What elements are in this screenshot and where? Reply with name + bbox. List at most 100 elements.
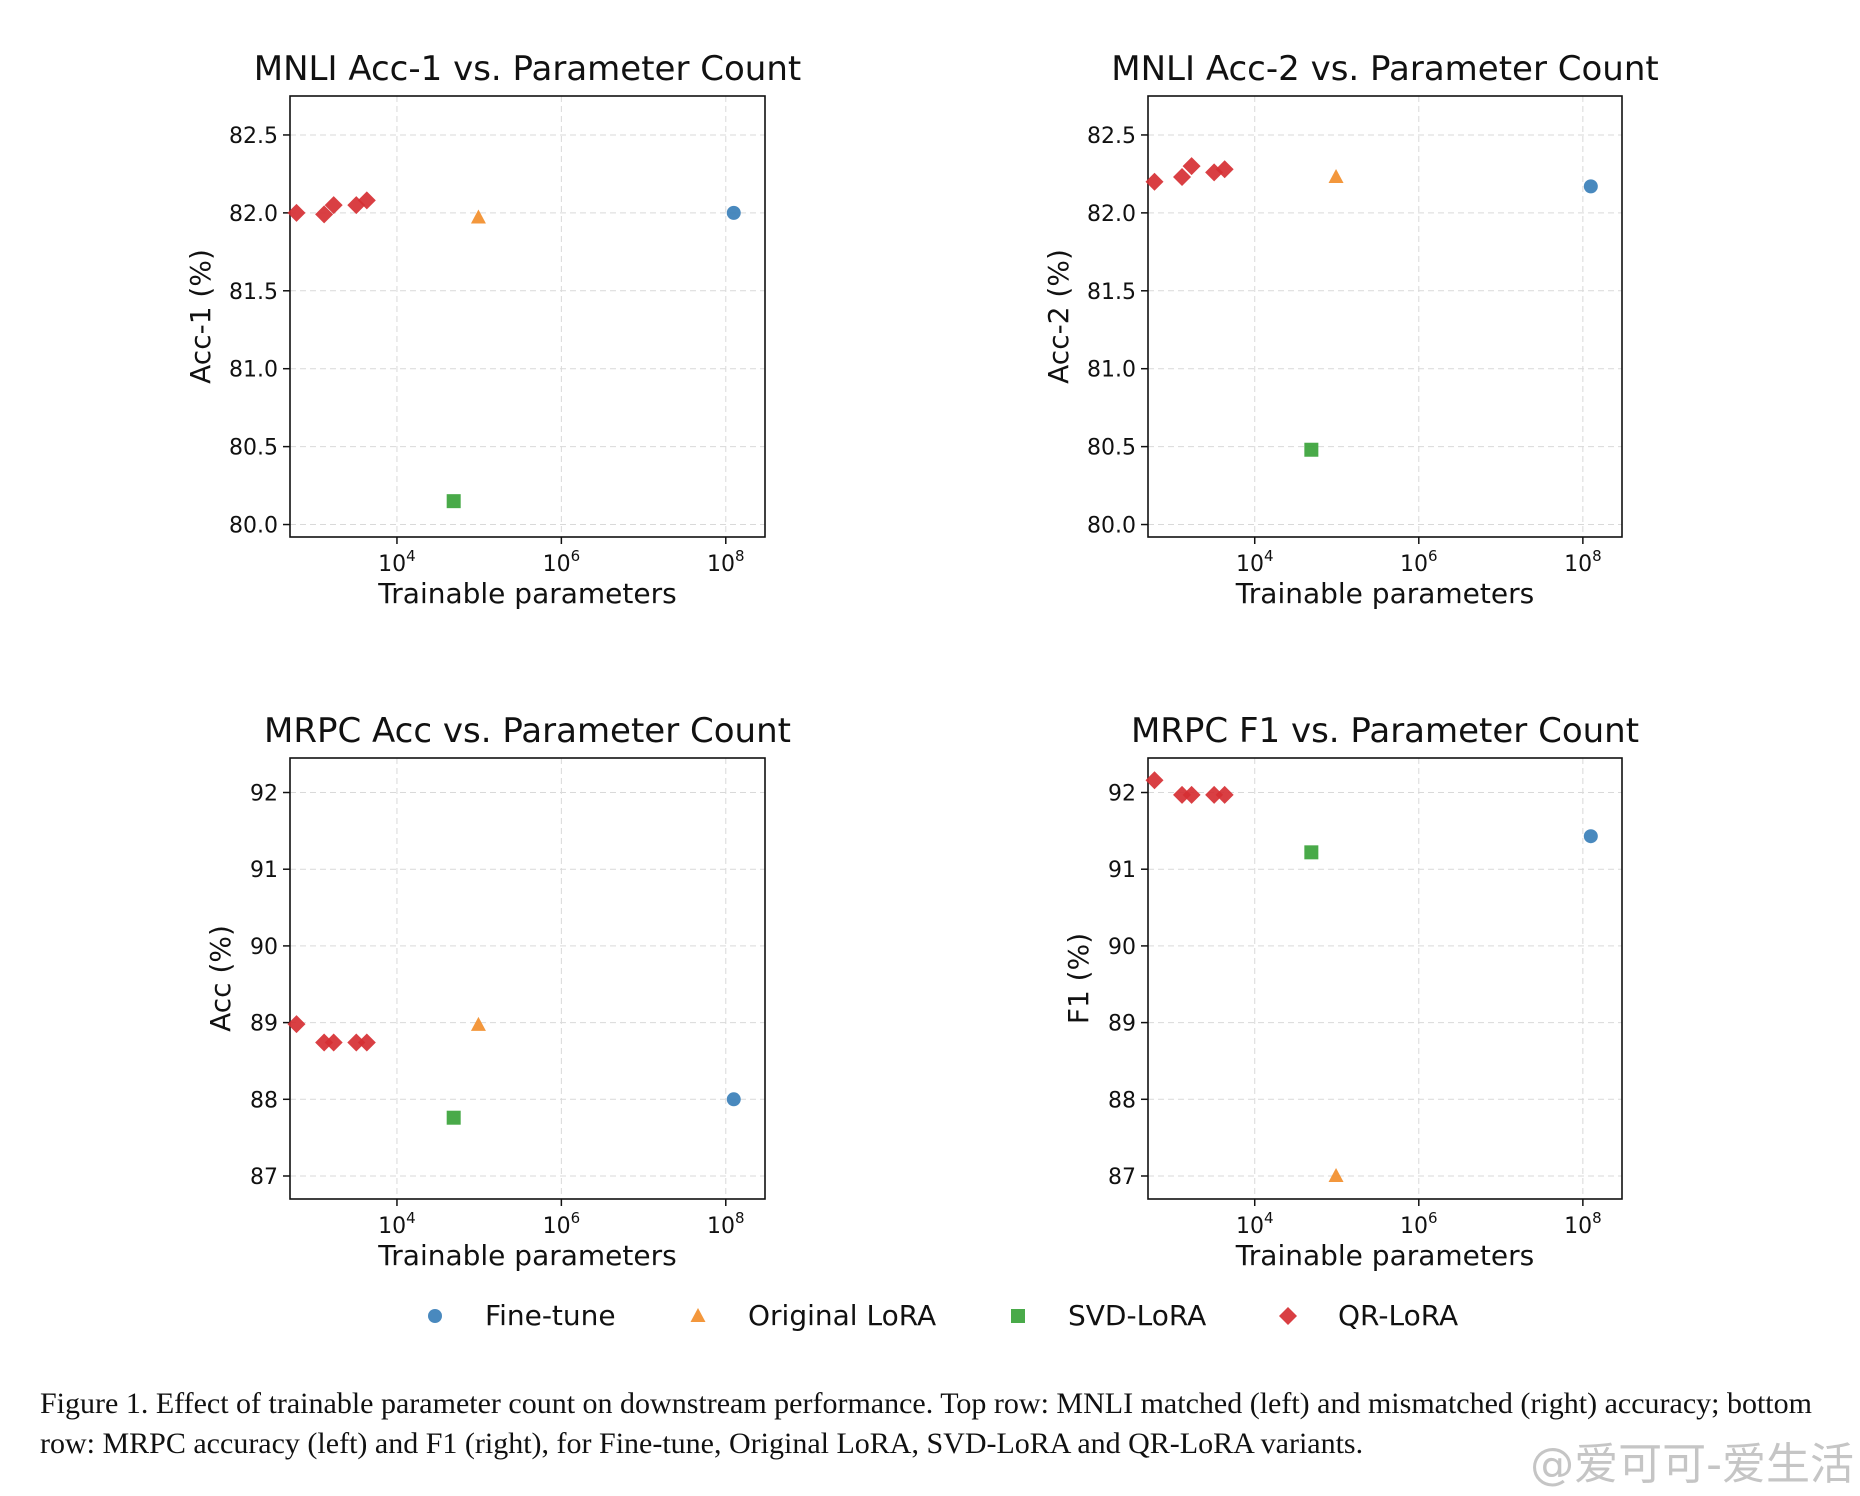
x-tick-label: 104 [378,547,416,577]
x-tick-label: 106 [1400,1209,1438,1239]
legend-label: QR-LoRA [1338,1299,1458,1332]
y-tick-label: 90 [1108,935,1136,960]
point-svd-lora [1304,845,1319,860]
plot-frame [289,95,766,538]
point-qr-lora [357,191,376,210]
y-tick-label: 88 [250,1088,278,1113]
x-tick-label: 108 [707,547,745,577]
plot-frame [289,757,766,1200]
legend-label: SVD-LoRA [1068,1299,1206,1332]
y-tick-label: 90 [250,935,278,960]
y-axis-label: Acc-2 (%) [1042,249,1075,384]
plot-frame [1147,757,1623,1200]
legend-marker-triangle [690,1308,706,1322]
point-qr-lora [324,196,343,215]
chart-title: MRPC Acc vs. Parameter Count [264,711,791,751]
x-tick-label: 104 [378,1209,416,1239]
y-axis-label: Acc-1 (%) [184,249,217,384]
point-qr-lora [315,205,334,224]
x-axis-label: Trainable parameters [1235,577,1534,610]
y-tick-label: 88 [1108,1088,1136,1113]
legend-item: Fine-tune [428,1299,616,1332]
point-qr-lora [347,1033,366,1052]
y-axis-label: F1 (%) [1062,933,1095,1024]
x-tick-label: 106 [1400,547,1438,577]
point-qr-lora [1173,168,1192,187]
x-tick-label: 108 [1564,1209,1602,1239]
y-tick-label: 82.0 [1087,202,1136,227]
x-tick-label: 104 [1236,547,1274,577]
point-original-lora [470,1016,486,1031]
point-svd-lora [446,1110,461,1125]
chart-title: MNLI Acc-1 vs. Parameter Count [254,49,801,89]
point-qr-lora [287,203,306,222]
point-qr-lora [1215,160,1234,179]
legend: Fine-tune Original LoRA SVD-LoRA QR-LoRA [428,1299,1458,1332]
y-tick-label: 92 [1108,782,1136,807]
point-qr-lora [1215,785,1234,804]
point-qr-lora [1173,785,1192,804]
x-tick-label: 106 [543,547,581,577]
point-qr-lora [287,1015,306,1034]
y-tick-label: 80.0 [1087,514,1136,539]
legend-item: SVD-LoRA [1011,1299,1206,1332]
chart-title: MNLI Acc-2 vs. Parameter Count [1111,49,1658,89]
y-tick-label: 80.0 [229,514,278,539]
x-axis-label: Trainable parameters [1235,1239,1534,1272]
chart-panel-2: 80.0 80.5 81.0 81.5 82.0 82.5 104 106 108 MNLI Ac… [1042,49,1659,610]
point-qr-lora [315,1033,334,1052]
legend-marker-square [1011,1309,1025,1323]
point-qr-lora [1145,172,1164,191]
y-tick-label: 82.5 [229,124,278,149]
legend-label: Original LoRA [748,1299,936,1332]
point-fine-tune [726,1092,741,1107]
y-tick-label: 81.0 [1087,358,1136,383]
point-original-lora [1328,1167,1344,1182]
point-qr-lora [1205,785,1224,804]
point-fine-tune [1583,829,1598,844]
point-original-lora [1328,169,1344,184]
point-fine-tune [1583,179,1598,194]
legend-label: Fine-tune [485,1299,616,1332]
y-tick-label: 89 [250,1012,278,1037]
y-tick-label: 81.0 [229,358,278,383]
chart-panel-4: 87 88 89 90 91 92 104 106 108 MRPC F1 vs. Paramet… [1062,711,1639,1272]
x-axis-label: Trainable parameters [377,1239,676,1272]
y-tick-label: 80.5 [1087,436,1136,461]
x-tick-label: 108 [707,1209,745,1239]
y-tick-label: 92 [250,782,278,807]
point-qr-lora [357,1033,376,1052]
y-tick-label: 82.5 [1087,124,1136,149]
point-qr-lora [1182,785,1201,804]
y-tick-label: 91 [1108,858,1136,883]
x-axis-label: Trainable parameters [377,577,676,610]
point-qr-lora [324,1033,343,1052]
plot-frame [1147,95,1623,538]
watermark: @爱可可-爱生活 [1530,1439,1854,1490]
legend-marker-circle [428,1309,442,1323]
legend-item: QR-LoRA [1279,1299,1458,1332]
chart-panel-1: 80.0 80.5 81.0 81.5 82.0 82.5 104 106 108 MNLI Ac… [184,49,801,610]
x-tick-label: 106 [543,1209,581,1239]
y-tick-label: 81.5 [1087,280,1136,305]
point-fine-tune [726,205,741,220]
y-tick-label: 82.0 [229,202,278,227]
y-tick-label: 89 [1108,1012,1136,1037]
chart-title: MRPC F1 vs. Parameter Count [1131,711,1639,751]
x-tick-label: 104 [1236,1209,1274,1239]
y-tick-label: 87 [1108,1165,1136,1190]
figure-caption: Figure 1. Effect of trainable parameter … [40,1387,1812,1460]
chart-panel-3: 87 88 89 90 91 92 104 106 108 MRPC Acc vs. Parame… [204,711,791,1272]
point-svd-lora [1304,442,1319,457]
legend-item: Original LoRA [690,1299,936,1332]
point-original-lora [470,209,486,224]
y-tick-label: 81.5 [229,280,278,305]
y-axis-label: Acc (%) [204,925,237,1032]
x-tick-label: 108 [1564,547,1602,577]
point-qr-lora [1182,157,1201,176]
point-svd-lora [446,494,461,509]
y-tick-label: 91 [250,858,278,883]
y-tick-label: 87 [250,1165,278,1190]
point-qr-lora [1145,771,1164,790]
